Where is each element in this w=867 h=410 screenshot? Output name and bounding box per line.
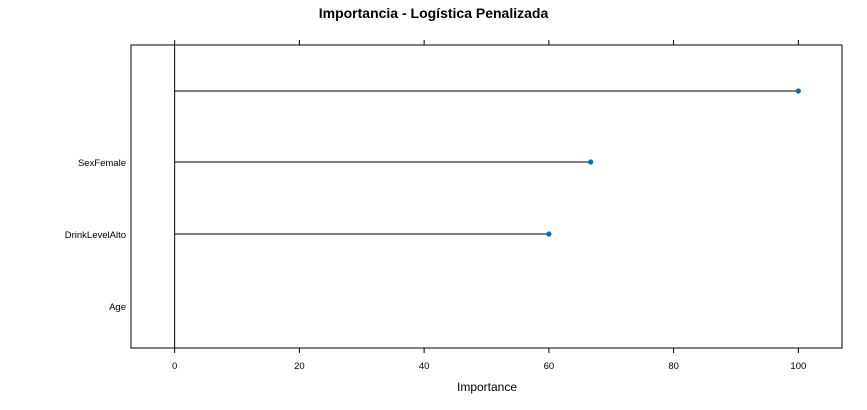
y-category-label: DrinkLevelAlto	[65, 230, 126, 241]
x-tick-label: 80	[668, 361, 679, 372]
plot-frame	[130, 44, 843, 349]
x-axis-title: Importance	[457, 380, 517, 394]
x-tick-label: 40	[419, 361, 430, 372]
plot-marks	[174, 45, 801, 348]
y-axis-labels: SexFemale DrinkLevelAlto Age	[65, 158, 126, 313]
x-tick-label: 20	[294, 361, 305, 372]
lollipop-point	[546, 231, 552, 237]
x-axis: 0 20 40 60 80 100	[172, 40, 806, 372]
chart-title: Importancia - Logística Penalizada	[318, 5, 549, 21]
x-tick-label: 60	[544, 361, 555, 372]
x-tick-label: 100	[790, 361, 806, 372]
x-tick-label: 0	[172, 361, 177, 372]
lollipop-point	[588, 159, 594, 165]
y-category-label: Age	[109, 302, 126, 313]
lollipop-point	[795, 88, 801, 94]
y-category-label: SexFemale	[78, 158, 126, 169]
